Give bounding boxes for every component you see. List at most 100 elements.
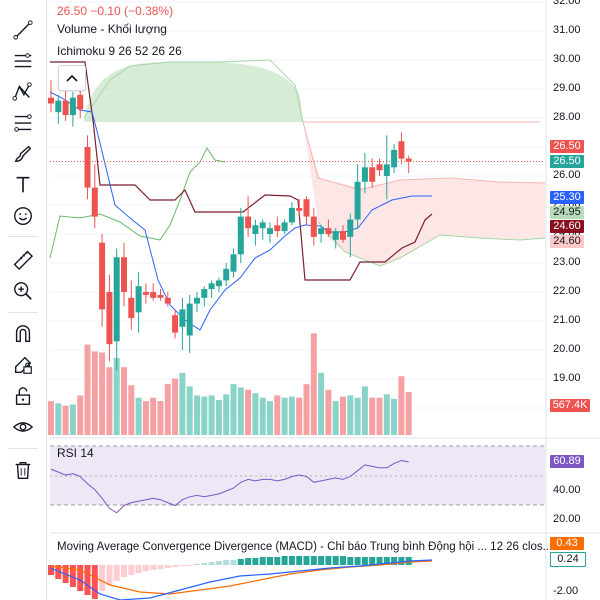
candle-body	[296, 207, 303, 211]
senkou-span-a-green-line	[317, 221, 546, 267]
price-badge: 26.50	[550, 140, 584, 153]
volume-bar	[281, 397, 288, 435]
brush-icon[interactable]	[7, 140, 39, 168]
candle-body	[332, 231, 339, 240]
price-axis-label: 30.00	[553, 53, 581, 65]
price-badge: 24.95	[550, 206, 584, 219]
candle-body	[376, 164, 383, 171]
volume-bar	[274, 395, 281, 435]
volume-bar	[369, 397, 376, 435]
candle-body	[113, 257, 120, 342]
macd-histogram-bar	[332, 556, 339, 565]
candle-body	[150, 292, 157, 298]
macd-histogram-bar	[113, 565, 120, 581]
volume-bar	[354, 397, 361, 435]
macd-histogram-bar	[223, 560, 230, 565]
price-axis-label: 31.00	[553, 24, 581, 36]
price-change-text: 26.50 −0.10 (−0.38%)	[57, 4, 174, 18]
zoom-icon[interactable]	[7, 277, 39, 305]
macd-histogram-bar	[340, 556, 346, 565]
eye-icon[interactable]	[7, 413, 39, 441]
collapse-legend-button[interactable]	[58, 65, 86, 91]
candle-body	[69, 97, 76, 116]
macd-histogram-bar	[369, 557, 376, 565]
volume-bar	[398, 376, 405, 435]
trendline-icon[interactable]	[7, 16, 39, 44]
pattern-icon[interactable]	[7, 78, 39, 106]
candle-body	[135, 286, 142, 313]
macd-histogram-bar	[106, 565, 113, 585]
volume-bar	[77, 395, 84, 435]
macd-histogram-bar	[398, 557, 405, 565]
chevron-up-icon	[66, 74, 78, 82]
macd-legend[interactable]: Moving Average Convergence Divergence (M…	[57, 541, 553, 553]
candle-body	[172, 315, 179, 333]
horizontal-lines-icon[interactable]	[7, 47, 39, 75]
emoji-icon[interactable]	[7, 202, 39, 230]
fib-icon[interactable]	[7, 109, 39, 137]
candle-body	[310, 216, 317, 237]
volume-bar	[332, 401, 339, 435]
macd-histogram-bar	[164, 565, 171, 568]
macd-histogram-bar	[84, 565, 91, 595]
macd-histogram-bar	[179, 565, 186, 566]
price-badge: 26.50	[550, 155, 584, 168]
price-axis-label: 22.00	[553, 285, 581, 297]
candle-body	[369, 167, 376, 182]
macd-histogram-bar	[347, 557, 354, 565]
trash-icon[interactable]	[7, 456, 39, 484]
volume-bar	[179, 372, 186, 435]
volume-bar	[318, 372, 325, 435]
macd-histogram-bar	[288, 556, 295, 565]
volume-bar	[201, 396, 208, 435]
candle-body	[194, 297, 200, 304]
candle-body	[157, 294, 164, 298]
volume-bar	[150, 397, 157, 435]
macd-histogram-bar	[325, 556, 332, 565]
candle-body	[179, 309, 186, 327]
candle-body	[340, 231, 346, 240]
price-axis-label: 21.00	[553, 314, 581, 326]
ichimoku-cloud-bear	[303, 122, 545, 266]
candle-body	[208, 283, 215, 290]
candle-body	[142, 292, 149, 295]
volume-bar	[361, 386, 368, 435]
unlock-icon[interactable]	[7, 382, 39, 410]
text-icon[interactable]	[7, 171, 39, 199]
macd-histogram-bar	[252, 558, 259, 565]
volume-bar	[259, 397, 266, 435]
volume-bar	[69, 404, 76, 435]
volume-legend[interactable]: Volume - Khối lượng	[57, 22, 167, 36]
macd-histogram-bar	[121, 565, 127, 577]
macd-histogram-bar	[215, 561, 222, 565]
candle-body	[259, 222, 266, 229]
macd-histogram-bar	[383, 557, 390, 565]
volume-bar	[405, 392, 412, 435]
candle-body	[223, 268, 230, 281]
volume-bar	[99, 352, 106, 435]
rsi-legend[interactable]: RSI 14	[57, 446, 94, 460]
candle-body	[398, 141, 405, 159]
price-badge: 24.60	[550, 235, 584, 248]
price-axis-label: 23.00	[553, 256, 581, 268]
magnet-icon[interactable]	[7, 320, 39, 348]
volume-bar	[245, 389, 252, 435]
volume-bar	[376, 397, 383, 435]
ruler-icon[interactable]	[7, 246, 39, 274]
macd-histogram-bar	[172, 565, 179, 567]
candle-body	[252, 225, 259, 234]
macd-histogram-bar	[303, 556, 310, 565]
lock-drawings-icon[interactable]	[7, 351, 39, 379]
macd-histogram-bar	[157, 565, 164, 569]
macd-histogram-bar	[274, 557, 281, 565]
candle-body	[361, 167, 368, 182]
rsi-axis-label: 40.00	[553, 484, 581, 496]
volume-bar	[121, 367, 127, 435]
volume-bar	[164, 384, 171, 435]
volume-bar	[62, 405, 69, 435]
ichimoku-legend[interactable]: Ichimoku 9 26 52 26 26	[57, 44, 182, 58]
volume-bar	[310, 333, 317, 435]
volume-bar	[208, 395, 215, 435]
